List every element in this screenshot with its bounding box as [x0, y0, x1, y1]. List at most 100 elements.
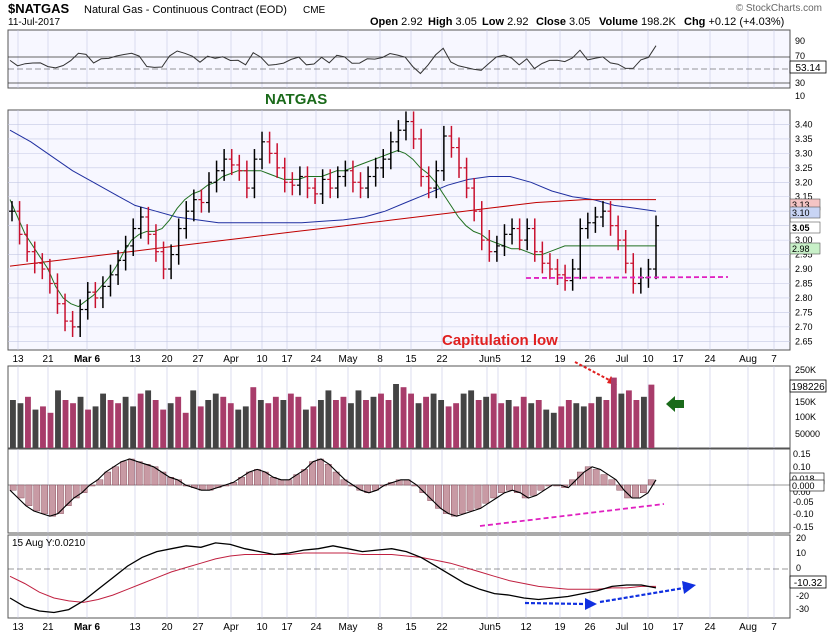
- rsi-axis-label: 30: [795, 78, 805, 88]
- price-bar: [372, 157, 379, 187]
- ppo-bar: [143, 464, 151, 486]
- ppo-bar: [96, 479, 104, 486]
- volume-bar: [280, 400, 287, 448]
- x-tick-label-bottom: Aug: [739, 622, 757, 633]
- x-tick-label-bottom: 8: [377, 622, 383, 633]
- price-bar: [584, 212, 591, 239]
- x-tick-label-bottom: 19: [554, 622, 566, 633]
- x-tick-label-bottom: 10: [256, 622, 268, 633]
- price-bar: [251, 149, 258, 199]
- volume-axis-label: 250K: [795, 365, 816, 375]
- ppo-bar: [309, 461, 316, 486]
- price-bar: [607, 201, 614, 236]
- volume-bar: [610, 377, 617, 448]
- ppo-bar: [450, 484, 458, 517]
- macd-arrowhead-right: [682, 581, 696, 594]
- volume-bar: [55, 390, 61, 448]
- ppo-bar: [135, 461, 143, 486]
- ppo-axis-label: -0.10: [793, 509, 814, 519]
- ppo-bar: [632, 484, 639, 499]
- price-badges: 3.133.10 3.05 2.98: [789, 198, 821, 255]
- volume-bar: [167, 403, 174, 448]
- volume-bar: [595, 396, 602, 448]
- x-tick-label: 24: [704, 354, 716, 365]
- macd-line: [9, 542, 657, 614]
- x-tick-label: Aug: [739, 354, 757, 365]
- price-bar: [130, 218, 137, 257]
- price-bar: [630, 253, 637, 294]
- price-bar: [243, 160, 250, 199]
- volume-bar: [137, 393, 144, 448]
- x-tick-label-bottom: 15: [405, 622, 417, 633]
- price-bar: [92, 282, 99, 309]
- ppo-axis-label: 0.15: [793, 449, 811, 459]
- ppo-bar: [592, 469, 600, 486]
- x-tick-label: 26: [584, 354, 596, 365]
- price-bar: [236, 154, 243, 181]
- price-bar: [433, 160, 440, 199]
- x-tick-label-bottom: 27: [192, 622, 204, 633]
- moving-average-blue: [9, 129, 657, 224]
- price-bar: [425, 166, 432, 199]
- volume-bar: [588, 403, 595, 448]
- price-bar: [213, 160, 220, 193]
- ppo-bar: [624, 484, 631, 499]
- price-bar: [418, 128, 425, 187]
- volume-bar: [468, 390, 475, 448]
- volume-bar: [235, 409, 242, 448]
- macd-signal-line: [9, 552, 656, 603]
- capitulation-arrow: [574, 361, 614, 383]
- ppo-bar: [285, 479, 293, 486]
- ppo-axis-label: -0.15: [793, 522, 814, 532]
- price-bar: [190, 189, 197, 222]
- ppo-bar: [17, 484, 25, 499]
- price-axis-label: 3.25: [795, 163, 813, 173]
- price-bar: [205, 172, 212, 213]
- volume-bar: [445, 406, 452, 448]
- price-bar: [349, 160, 356, 193]
- x-tick-label-bottom: 7: [771, 622, 777, 633]
- price-bar: [357, 172, 364, 199]
- x-tick-label: May: [339, 354, 358, 365]
- price-bar: [334, 166, 341, 199]
- macd-arrowhead-left: [585, 598, 597, 610]
- ppo-bar: [25, 484, 33, 506]
- x-tick-label: 13: [12, 354, 24, 365]
- rsi-axis-label: 90: [795, 36, 805, 46]
- volume-bar: [317, 400, 324, 448]
- capitulation-label: Capitulation low: [442, 332, 558, 349]
- volume-bar: [40, 406, 46, 448]
- price-bar: [539, 241, 546, 274]
- price-bar: [342, 160, 349, 187]
- price-bar: [99, 276, 106, 309]
- volume-bar: [17, 403, 24, 448]
- ppo-bar: [521, 484, 529, 499]
- volume-bar: [363, 400, 369, 448]
- macd-badge-text: -10.32: [794, 578, 823, 589]
- volume-bar: [528, 403, 535, 448]
- price-bar: [137, 206, 144, 239]
- price-axis-label: 3.30: [795, 148, 813, 158]
- ppo-bar: [419, 484, 427, 494]
- x-tick-label: 27: [192, 354, 204, 365]
- price-bar: [592, 206, 599, 233]
- price-bar: [152, 224, 159, 262]
- volume-bar: [513, 406, 520, 448]
- volume-bar: [400, 387, 407, 448]
- macd-axis-label: 0: [796, 563, 801, 573]
- chart-exchange: CME: [303, 5, 326, 16]
- volume-bar: [385, 400, 392, 448]
- price-bar: [312, 177, 319, 204]
- x-tick-label: 5: [495, 354, 501, 365]
- macd-axis-label: -30: [796, 604, 809, 614]
- price-bar: [46, 258, 53, 294]
- price-badge-text: 2.98: [792, 244, 810, 254]
- x-tick-label: 13: [129, 354, 141, 365]
- volume-bar: [197, 406, 204, 448]
- volume-bar: [10, 400, 16, 448]
- price-badge: [789, 206, 821, 219]
- ppo-bar: [324, 464, 332, 486]
- x-tick-label-bottom: Apr: [223, 622, 239, 633]
- ppo-divergence-line: [479, 503, 665, 527]
- volume-bar: [182, 412, 189, 448]
